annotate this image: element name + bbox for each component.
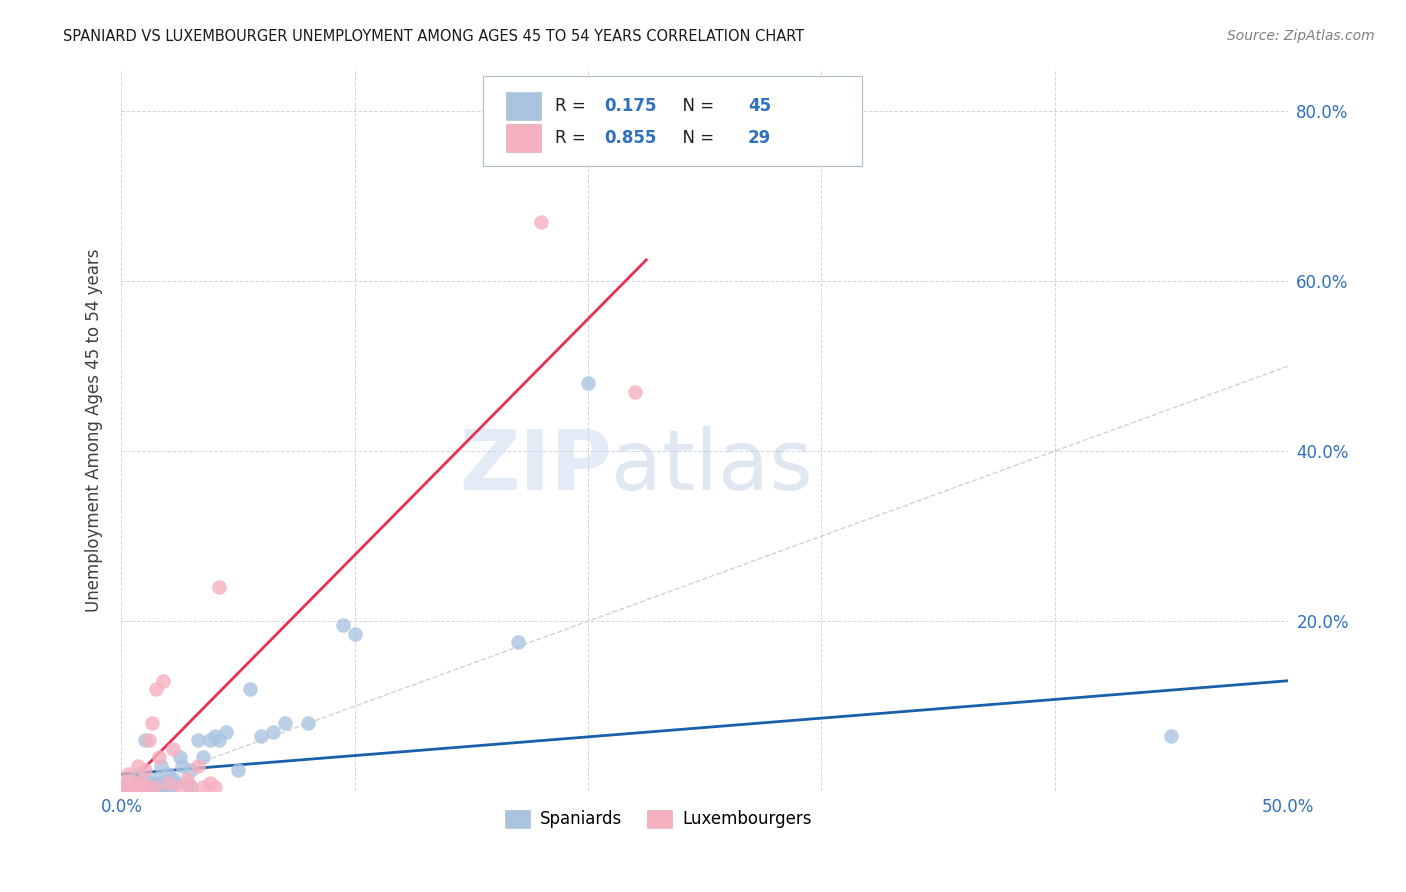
Point [112, 776, 135, 790]
Point [297, 716, 319, 731]
Point [129, 780, 152, 794]
FancyBboxPatch shape [506, 93, 541, 120]
Point [506, 635, 529, 649]
Text: 29: 29 [748, 129, 770, 147]
Point [152, 673, 174, 688]
Point [191, 780, 214, 794]
Point [127, 767, 149, 781]
Point [208, 733, 231, 747]
Text: 0.175: 0.175 [605, 97, 657, 115]
Text: 45: 45 [748, 97, 770, 115]
Point [117, 767, 139, 781]
Point [170, 758, 193, 772]
Point [150, 758, 173, 772]
Point [332, 618, 354, 632]
Point [157, 776, 180, 790]
Legend: Spaniards, Luxembourgers: Spaniards, Luxembourgers [498, 803, 818, 835]
Point [204, 729, 226, 743]
Point [169, 750, 191, 764]
Point [124, 780, 146, 794]
Text: R =: R = [555, 97, 592, 115]
Point [129, 780, 152, 794]
Point [187, 758, 209, 772]
Point [530, 214, 553, 228]
Point [159, 780, 181, 794]
Point [176, 772, 198, 786]
Point [1160, 729, 1182, 743]
Point [198, 776, 221, 790]
FancyBboxPatch shape [506, 124, 541, 152]
Point [226, 763, 249, 777]
Point [145, 772, 167, 786]
Point [187, 733, 209, 747]
Point [576, 376, 599, 391]
Point [191, 750, 214, 764]
Point [157, 767, 180, 781]
Point [180, 780, 202, 794]
Point [169, 780, 191, 794]
Point [273, 716, 295, 731]
Point [180, 780, 202, 794]
Point [134, 763, 156, 777]
Point [131, 776, 153, 790]
Point [239, 682, 262, 697]
Point [162, 741, 184, 756]
Point [145, 780, 167, 794]
Point [208, 580, 231, 594]
Point [134, 780, 156, 794]
Point [157, 780, 180, 794]
Point [262, 724, 284, 739]
Point [138, 780, 160, 794]
Point [155, 776, 177, 790]
Text: R =: R = [555, 129, 592, 147]
Point [134, 733, 156, 747]
Point [204, 780, 226, 794]
Point [136, 780, 159, 794]
Point [117, 776, 139, 790]
Point [343, 627, 366, 641]
Point [163, 776, 186, 790]
Point [115, 780, 138, 794]
Point [127, 758, 149, 772]
Point [141, 776, 163, 790]
Point [122, 780, 145, 794]
Point [141, 716, 163, 731]
Point [138, 733, 160, 747]
Text: N =: N = [672, 129, 720, 147]
Text: SPANIARD VS LUXEMBOURGER UNEMPLOYMENT AMONG AGES 45 TO 54 YEARS CORRELATION CHAR: SPANIARD VS LUXEMBOURGER UNEMPLOYMENT AM… [63, 29, 804, 44]
Point [250, 729, 273, 743]
Point [623, 384, 645, 399]
Text: 0.855: 0.855 [605, 129, 657, 147]
Text: ZIP: ZIP [458, 425, 612, 507]
Point [131, 776, 153, 790]
Text: N =: N = [672, 97, 720, 115]
Point [176, 776, 198, 790]
Text: atlas: atlas [612, 425, 813, 507]
Point [180, 763, 202, 777]
Point [148, 776, 170, 790]
Point [143, 780, 166, 794]
Point [145, 682, 167, 697]
Point [134, 772, 156, 786]
Point [110, 780, 132, 794]
Point [162, 772, 184, 786]
Point [124, 776, 146, 790]
Text: Source: ZipAtlas.com: Source: ZipAtlas.com [1227, 29, 1375, 43]
Y-axis label: Unemployment Among Ages 45 to 54 years: Unemployment Among Ages 45 to 54 years [86, 248, 103, 612]
Point [122, 780, 145, 794]
Point [148, 750, 170, 764]
Point [198, 733, 221, 747]
Point [152, 780, 174, 794]
FancyBboxPatch shape [484, 76, 862, 166]
Point [115, 780, 138, 794]
Point [215, 724, 238, 739]
